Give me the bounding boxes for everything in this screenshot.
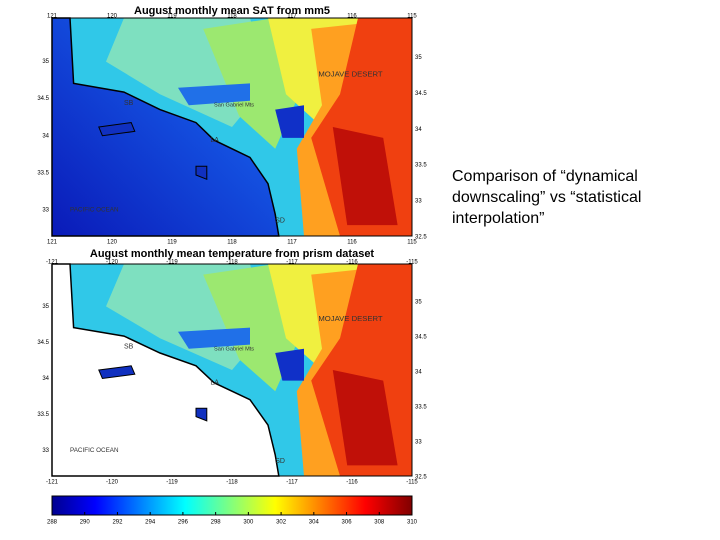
colorbar-label: 304 bbox=[309, 520, 320, 526]
tick-label: -120 bbox=[106, 260, 119, 266]
tick-label: 120 bbox=[107, 240, 118, 246]
place-label: PACIFIC OCEAN bbox=[70, 447, 119, 454]
place-label: SB bbox=[124, 100, 134, 107]
terrain bbox=[178, 83, 250, 106]
tick-label: 33.5 bbox=[415, 405, 427, 411]
tick-label: 118 bbox=[227, 14, 237, 20]
map-frame bbox=[51, 17, 413, 237]
tick-label: -116 bbox=[346, 480, 358, 486]
tick-label: 115 bbox=[407, 240, 417, 246]
place-label: MOJAVE DESERT bbox=[318, 70, 383, 79]
tick-label: 34 bbox=[42, 133, 49, 139]
tick-label: 33.5 bbox=[37, 412, 49, 418]
tick-label: 33 bbox=[415, 199, 422, 205]
tick-label: 34 bbox=[415, 370, 422, 376]
tick-label: -117 bbox=[286, 480, 298, 486]
tick-label: -115 bbox=[406, 260, 418, 266]
island bbox=[98, 122, 136, 137]
tick-label: 35 bbox=[42, 304, 49, 310]
map-title: August monthly mean temperature from pri… bbox=[90, 248, 375, 260]
colorbar-label: 302 bbox=[276, 520, 287, 526]
tick-label: 121 bbox=[47, 240, 58, 246]
tick-label: 117 bbox=[287, 240, 297, 246]
place-label: SD bbox=[275, 218, 285, 225]
tick-label: 34.5 bbox=[37, 96, 49, 102]
tick-label: -119 bbox=[166, 260, 178, 266]
figure: August monthly mean SAT from mm5 121 120 11… bbox=[37, 5, 427, 526]
colorbar-label: 308 bbox=[374, 520, 385, 526]
tick-label: 33 bbox=[42, 207, 49, 213]
tick-label: 33 bbox=[42, 448, 49, 454]
colorbar bbox=[51, 495, 413, 516]
tick-label: 35 bbox=[42, 59, 49, 65]
place-label: MOJAVE DESERT bbox=[318, 314, 383, 323]
tick-label: -117 bbox=[286, 260, 298, 266]
tick-label: 119 bbox=[167, 240, 177, 246]
tick-label: -119 bbox=[166, 480, 178, 486]
colorbar-label: 294 bbox=[145, 520, 156, 526]
tick-label: 120 bbox=[107, 14, 118, 20]
tick-label: 34.5 bbox=[37, 340, 49, 346]
colorbar-label: 288 bbox=[47, 520, 58, 526]
tick-label: 115 bbox=[407, 14, 417, 20]
terrain bbox=[332, 127, 398, 226]
colorbar-label: 300 bbox=[243, 520, 254, 526]
colorbar-label: 310 bbox=[407, 520, 418, 526]
terrain bbox=[178, 327, 250, 349]
place-label: LA bbox=[210, 380, 219, 387]
place-label: San Gabriel Mts bbox=[214, 346, 254, 352]
tick-label: 34.5 bbox=[415, 91, 427, 97]
place-label: SD bbox=[275, 458, 285, 465]
tick-label: 33.5 bbox=[415, 163, 427, 169]
tick-label: 33 bbox=[415, 440, 422, 446]
tick-label: 34 bbox=[42, 376, 49, 382]
tick-label: 34 bbox=[415, 127, 422, 133]
map-title: August monthly mean SAT from mm5 bbox=[134, 5, 330, 17]
colorbar-label: 292 bbox=[112, 520, 123, 526]
tick-label: 35 bbox=[415, 55, 422, 61]
colorbar-label: 306 bbox=[342, 520, 353, 526]
tick-label: -121 bbox=[46, 260, 59, 266]
tick-label: -121 bbox=[46, 480, 59, 486]
island bbox=[195, 407, 208, 422]
tick-label: 116 bbox=[347, 14, 357, 20]
terrain bbox=[275, 348, 304, 381]
island bbox=[195, 165, 208, 181]
tick-label: 118 bbox=[227, 240, 237, 246]
tick-label: 116 bbox=[347, 240, 357, 246]
tick-label: 32.5 bbox=[415, 475, 427, 481]
colorbar-label: 298 bbox=[211, 520, 222, 526]
tick-label: 34.5 bbox=[415, 335, 427, 341]
tick-label: 35 bbox=[415, 300, 422, 306]
place-label: SB bbox=[124, 344, 134, 351]
tick-label: -116 bbox=[346, 260, 358, 266]
map-frame bbox=[51, 263, 413, 477]
place-label: LA bbox=[210, 137, 219, 144]
tick-label: 33.5 bbox=[37, 170, 49, 176]
tick-label: -118 bbox=[226, 480, 238, 486]
tick-label: 121 bbox=[47, 14, 58, 20]
place-label: PACIFIC OCEAN bbox=[70, 207, 119, 214]
tick-label: 119 bbox=[167, 14, 177, 20]
tick-label: -118 bbox=[226, 260, 238, 266]
tick-label: -120 bbox=[106, 480, 119, 486]
tick-label: 117 bbox=[287, 14, 297, 20]
tick-label: -115 bbox=[406, 480, 418, 486]
colorbar-label: 296 bbox=[178, 520, 189, 526]
colorbar-label: 290 bbox=[80, 520, 91, 526]
tick-label: 32.5 bbox=[415, 235, 427, 241]
place-label: San Gabriel Mts bbox=[214, 103, 254, 109]
island bbox=[98, 365, 136, 380]
terrain bbox=[332, 370, 398, 466]
caption: Comparison of “dynamical downscaling” vs… bbox=[452, 168, 642, 227]
terrain bbox=[275, 105, 304, 138]
